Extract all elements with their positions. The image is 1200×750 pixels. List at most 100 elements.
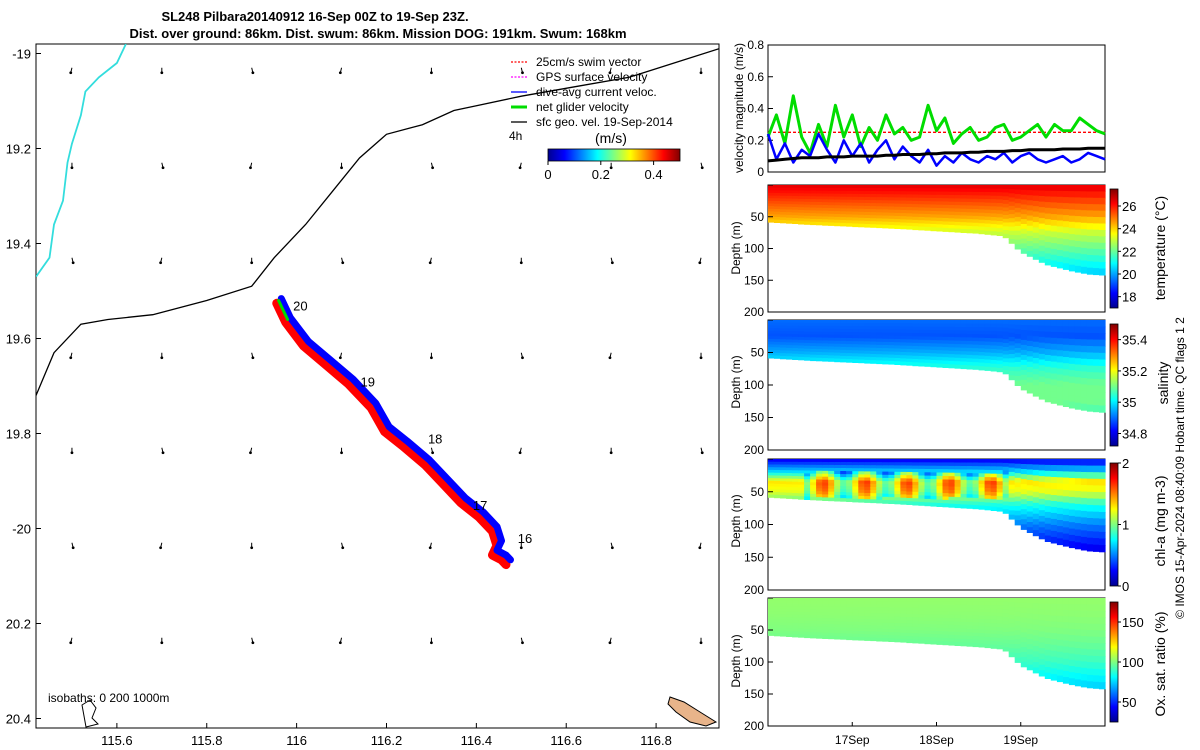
section-cell — [1080, 339, 1088, 347]
section-cell — [888, 351, 895, 356]
section-cell — [996, 206, 1004, 211]
section-cell — [1086, 191, 1094, 199]
section-cell — [774, 598, 781, 602]
section-cell — [1050, 208, 1058, 215]
section-cell — [864, 326, 871, 330]
section-cell — [972, 219, 980, 224]
section-cell — [768, 483, 775, 487]
section-cell — [1014, 362, 1022, 368]
section-cell — [852, 190, 859, 195]
section-cell — [816, 346, 823, 350]
section-cell — [852, 465, 859, 469]
section-cell — [912, 481, 919, 486]
section-cell — [774, 211, 781, 215]
section-cell — [834, 624, 841, 628]
section-cell — [816, 349, 823, 353]
section-cell — [1038, 636, 1046, 644]
section-cell — [990, 615, 998, 621]
section-cell — [924, 640, 932, 645]
section-cell — [858, 359, 865, 364]
section-cell — [1099, 485, 1106, 493]
section-cell — [1050, 260, 1058, 267]
section-cell — [1099, 617, 1106, 625]
section-cell — [1074, 516, 1082, 524]
section-cell — [870, 613, 877, 617]
section-cell — [816, 606, 823, 611]
section-cell — [918, 197, 925, 202]
section-cell — [798, 337, 805, 341]
section-cell — [1050, 185, 1058, 192]
section-cell — [792, 187, 799, 191]
section-cell — [1056, 380, 1064, 388]
section-cell — [900, 500, 907, 505]
section-cell — [840, 495, 847, 499]
sfc-arrow-head — [519, 736, 522, 739]
section-cell — [990, 481, 998, 486]
section-cell — [1099, 598, 1106, 606]
section-cell — [918, 639, 925, 644]
section-cell — [1074, 370, 1082, 378]
section-cell — [792, 220, 799, 224]
section-cell — [798, 354, 805, 358]
section-cell — [1002, 470, 1010, 476]
section-cell — [1032, 206, 1040, 213]
section-cell — [990, 185, 998, 190]
section-cell — [1002, 188, 1010, 194]
section-cell — [1002, 639, 1010, 644]
section-cell — [912, 601, 919, 605]
section-cell — [816, 199, 823, 203]
section-cell — [822, 322, 829, 327]
section-cell — [990, 202, 998, 207]
section-cell — [1032, 608, 1040, 615]
section-cell — [888, 329, 895, 334]
section-cell — [864, 188, 871, 192]
section-cell — [942, 198, 950, 203]
section-cell — [1014, 189, 1022, 195]
section-cell — [918, 194, 925, 199]
section-cell — [846, 468, 853, 472]
section-cell — [786, 470, 793, 474]
section-cell — [1056, 663, 1064, 671]
section-cell — [1086, 518, 1094, 526]
section-cell — [948, 459, 956, 463]
section-cell — [1032, 619, 1040, 626]
section-cell — [816, 461, 823, 466]
section-cell — [1014, 366, 1022, 372]
section-cell — [1014, 226, 1022, 232]
section-cell — [822, 464, 829, 469]
section-cell — [954, 188, 962, 193]
section-cell — [792, 345, 799, 349]
section-cell — [864, 499, 871, 503]
section-cell — [786, 473, 793, 477]
section-cell — [1056, 244, 1064, 251]
section-cell — [864, 221, 871, 225]
section-cell — [1050, 320, 1058, 327]
section-cell — [948, 621, 956, 626]
section-cell — [930, 465, 938, 470]
section-cell — [858, 202, 865, 207]
section-cell — [816, 632, 823, 636]
section-cell — [1032, 330, 1040, 337]
section-cell — [1014, 616, 1022, 622]
section-cell — [930, 207, 938, 212]
section-cell — [960, 486, 968, 491]
section-cell — [828, 193, 835, 198]
sfc-arrow-head — [518, 166, 522, 170]
section-cell — [780, 470, 787, 474]
section-cell — [870, 194, 877, 198]
section-cell — [900, 604, 907, 608]
section-cell — [990, 334, 998, 339]
section-cell — [942, 486, 950, 491]
section-cell — [792, 204, 799, 208]
section-cell — [1050, 621, 1058, 628]
section-cell — [1050, 674, 1058, 681]
section-cell — [1074, 396, 1082, 404]
section-cell — [840, 462, 847, 466]
section-cell — [906, 332, 913, 337]
sfc-arrow-head — [251, 71, 255, 75]
section-cell — [786, 603, 793, 607]
section-cell — [864, 341, 871, 346]
section-cell — [954, 614, 962, 619]
section-cell — [1038, 201, 1046, 208]
